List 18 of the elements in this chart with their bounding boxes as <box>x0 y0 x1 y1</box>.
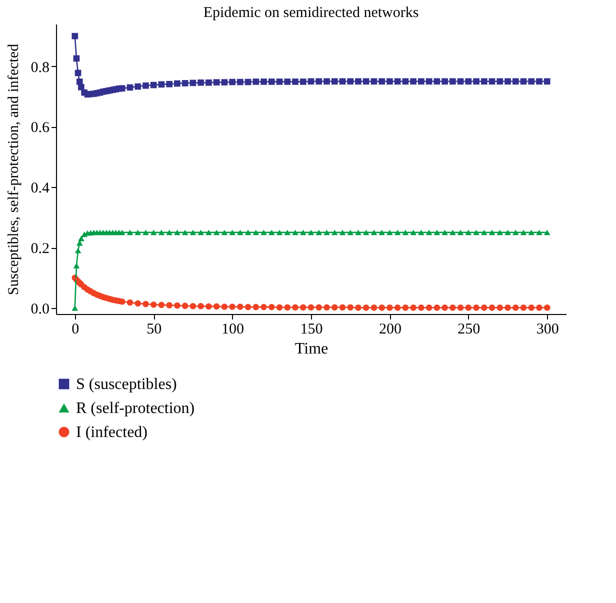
chart-title: Epidemic on semidirected networks <box>203 5 419 21</box>
x-tick-label: 0 <box>72 322 80 338</box>
x-tick-label: 50 <box>146 322 162 338</box>
y-tick-label: 0.4 <box>30 180 50 197</box>
x-tick-label: 300 <box>536 322 559 338</box>
x-tick-label: 200 <box>378 322 402 338</box>
x-axis-title: Time <box>294 340 328 358</box>
legend-label: R (self-protection) <box>76 400 195 417</box>
legend-label: S (susceptibles) <box>76 376 177 393</box>
y-tick-label: 0.6 <box>30 120 50 136</box>
x-tick-label: 250 <box>458 322 480 338</box>
y-tick-label: 0.2 <box>30 241 50 258</box>
y-tick-label: 0.0 <box>30 301 50 318</box>
y-axis-title: Susceptibles, self-protection, and infected <box>6 43 22 296</box>
x-tick-label: 100 <box>222 322 244 338</box>
x-tick-label: 150 <box>300 322 323 338</box>
legend-label: I (infected) <box>76 424 148 441</box>
y-tick-label: 0.8 <box>30 60 50 76</box>
